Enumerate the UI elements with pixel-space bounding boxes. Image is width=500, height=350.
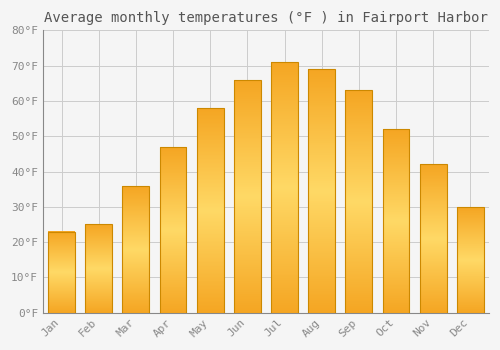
- Bar: [160, 147, 186, 313]
- Bar: [48, 231, 75, 313]
- Bar: [457, 207, 483, 313]
- Title: Average monthly temperatures (°F ) in Fairport Harbor: Average monthly temperatures (°F ) in Fa…: [44, 11, 488, 25]
- Bar: [197, 108, 224, 313]
- Bar: [308, 69, 335, 313]
- Bar: [346, 90, 372, 313]
- Bar: [271, 62, 298, 313]
- Bar: [382, 129, 409, 313]
- Bar: [420, 164, 446, 313]
- Bar: [86, 224, 112, 313]
- Bar: [234, 80, 260, 313]
- Bar: [122, 186, 149, 313]
